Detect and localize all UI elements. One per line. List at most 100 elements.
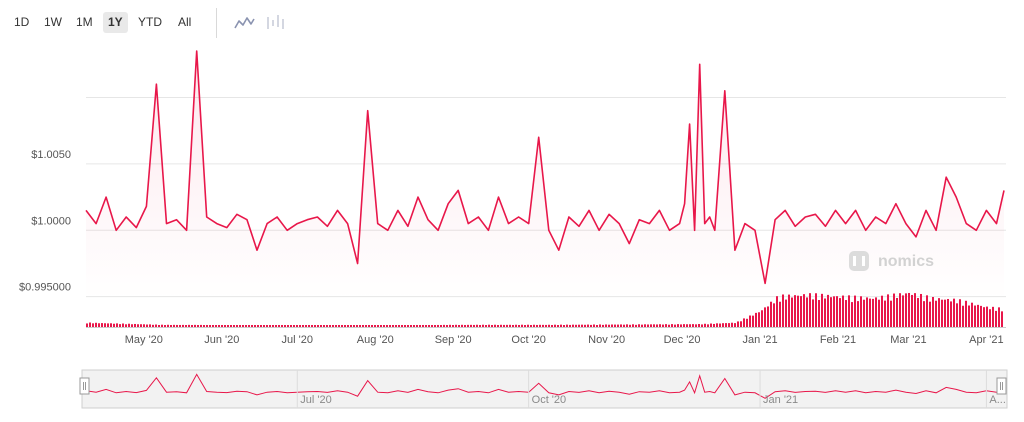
range-1w-button[interactable]: 1W xyxy=(44,15,62,29)
volume-bar xyxy=(428,325,430,327)
volume-bar xyxy=(476,324,478,327)
volume-bar xyxy=(236,325,238,327)
volume-bar xyxy=(188,324,190,327)
volume-bar xyxy=(98,323,100,327)
volume-bar xyxy=(200,324,202,327)
volume-bar xyxy=(554,324,556,327)
volume-bar xyxy=(548,324,550,327)
volume-bar xyxy=(437,324,439,327)
volume-bar xyxy=(176,324,178,327)
volume-bar xyxy=(707,324,709,327)
volume-bar xyxy=(383,325,385,327)
volume-bar xyxy=(503,324,505,327)
volume-bar xyxy=(785,299,787,327)
volume-bar xyxy=(914,293,916,327)
volume-bar xyxy=(992,306,994,327)
volume-bar xyxy=(941,299,943,327)
volume-bars xyxy=(86,292,1006,328)
volume-bar xyxy=(341,325,343,327)
volume-bar xyxy=(917,298,919,327)
volume-bar xyxy=(611,324,613,327)
volume-bar xyxy=(725,323,727,327)
volume-bar xyxy=(479,325,481,327)
volume-bar xyxy=(377,325,379,327)
volume-bar xyxy=(512,324,514,327)
volume-bar xyxy=(230,325,232,327)
volume-bar xyxy=(128,323,130,327)
volume-bar xyxy=(860,296,862,327)
volume-bar xyxy=(809,293,811,327)
navigator-background xyxy=(81,369,1008,409)
navigator-line xyxy=(85,373,1005,399)
range-1y-button[interactable]: 1Y xyxy=(103,12,128,33)
volume-bar xyxy=(854,295,856,327)
volume-bar xyxy=(638,324,640,327)
volume-bar xyxy=(704,323,706,327)
volume-bar xyxy=(326,325,328,327)
volume-bar xyxy=(962,305,964,327)
range-1m-button[interactable]: 1M xyxy=(76,15,93,29)
volume-bar xyxy=(866,297,868,327)
volume-bar xyxy=(464,324,466,327)
volume-bar xyxy=(107,323,109,327)
volume-bar xyxy=(488,324,490,327)
navigator-label: Oct '20 xyxy=(532,394,567,406)
volume-bar xyxy=(986,306,988,327)
watermark-text: nomics xyxy=(878,253,934,270)
volume-bar xyxy=(953,298,955,327)
volume-bar xyxy=(368,325,370,327)
range-ytd-button[interactable]: YTD xyxy=(138,15,162,29)
volume-bar xyxy=(791,297,793,327)
volume-bar xyxy=(92,323,94,327)
volume-bar xyxy=(137,324,139,327)
volume-bar xyxy=(665,324,667,327)
x-tick-label: Dec '20 xyxy=(664,334,701,346)
volume-bar xyxy=(455,324,457,327)
navigator-left-handle[interactable] xyxy=(79,377,90,395)
volume-bar xyxy=(740,321,742,327)
volume-bar xyxy=(893,293,895,327)
volume-bar xyxy=(263,325,265,327)
volume-bar xyxy=(524,325,526,327)
volume-bar xyxy=(749,315,751,327)
navigator[interactable]: Jul '20 Oct '20 Jan '21 A... xyxy=(79,369,1008,409)
volume-bar xyxy=(599,324,601,327)
volume-bar xyxy=(764,307,766,327)
x-tick-label: Nov '20 xyxy=(588,334,625,346)
volume-bar xyxy=(920,293,922,327)
x-tick-label: Oct '20 xyxy=(511,334,546,346)
volume-bar xyxy=(818,300,820,327)
volume-bar xyxy=(347,325,349,327)
y-tick-label: $1.0050 xyxy=(31,149,71,161)
volume-bar xyxy=(302,325,304,327)
volume-bar xyxy=(284,325,286,327)
volume-bar xyxy=(692,324,694,327)
volume-bar xyxy=(533,324,535,327)
candlestick-icon[interactable] xyxy=(264,13,286,33)
volume-bar xyxy=(581,324,583,327)
volume-bar xyxy=(182,324,184,327)
volume-bar xyxy=(797,295,799,327)
volume-bar xyxy=(647,324,649,327)
navigator-right-handle[interactable] xyxy=(996,377,1007,395)
volume-bar xyxy=(239,325,241,327)
line-chart-icon[interactable] xyxy=(233,13,255,33)
volume-bar xyxy=(839,298,841,327)
x-tick-label: Apr '21 xyxy=(969,334,1004,346)
volume-bar xyxy=(602,324,604,327)
volume-bar xyxy=(788,294,790,327)
range-all-button[interactable]: All xyxy=(178,15,192,29)
volume-bar xyxy=(713,323,715,327)
volume-bar xyxy=(881,295,883,327)
price-area-fill xyxy=(86,51,1004,300)
volume-bar xyxy=(863,299,865,327)
range-1d-button[interactable]: 1D xyxy=(14,15,30,29)
volume-bar xyxy=(908,292,910,327)
volume-bar xyxy=(794,295,796,327)
volume-bar xyxy=(743,318,745,327)
volume-bar xyxy=(806,297,808,327)
volume-bar xyxy=(527,324,529,327)
volume-bar xyxy=(557,325,559,327)
volume-bar xyxy=(410,325,412,327)
volume-bar xyxy=(731,322,733,327)
